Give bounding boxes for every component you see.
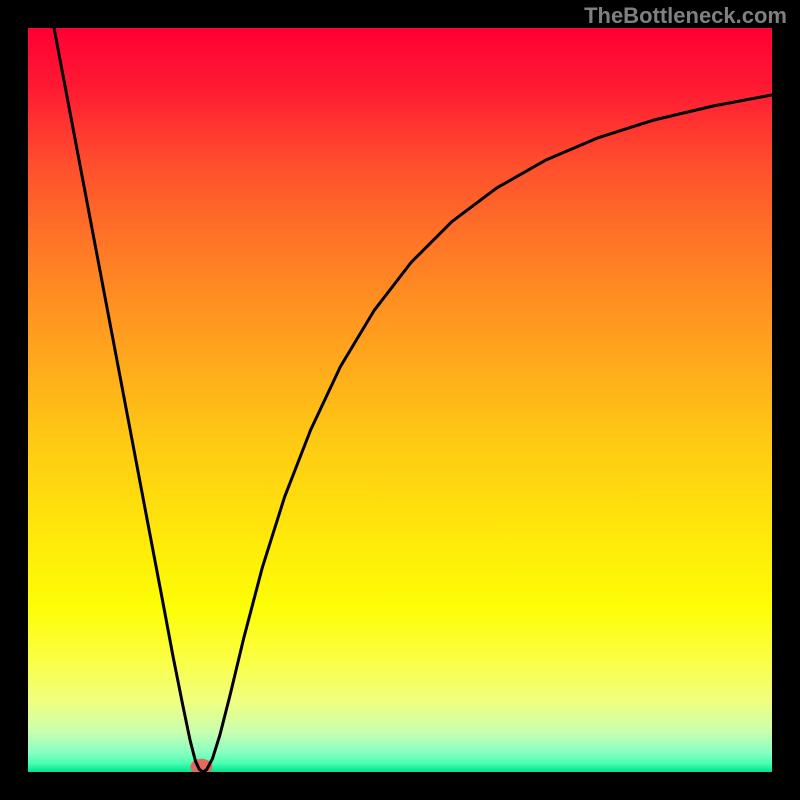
plot-area bbox=[28, 28, 772, 772]
plot-svg bbox=[28, 28, 772, 772]
gradient-background bbox=[28, 28, 772, 772]
watermark-text: TheBottleneck.com bbox=[584, 3, 787, 29]
